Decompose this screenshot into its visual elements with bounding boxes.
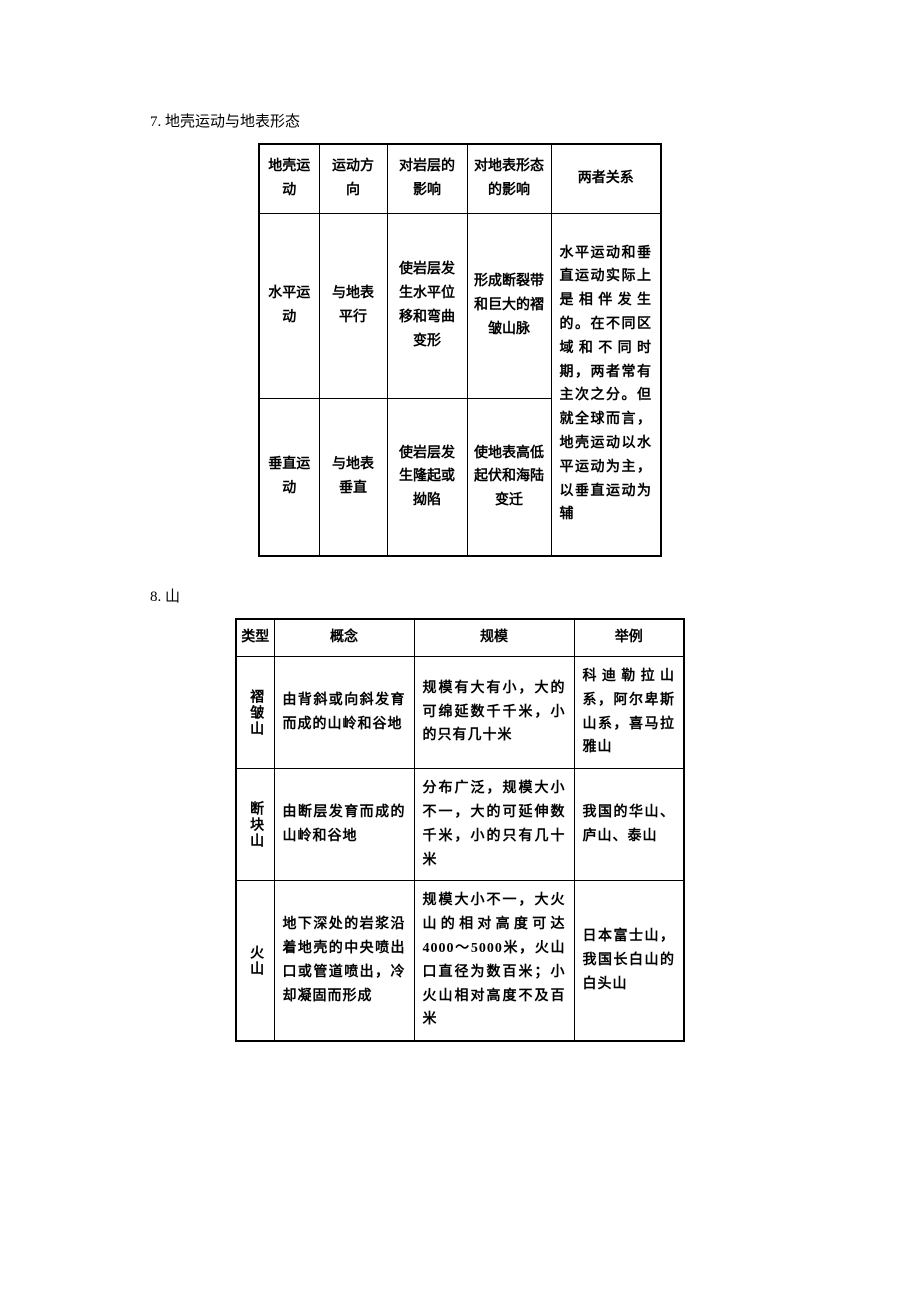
mountain-type-table: 类型 概念 规模 举例 褶皱山 由背斜或向斜发育而成的山岭和谷地 规模有大有小，… xyxy=(235,618,685,1042)
cell: 使岩层发生水平位移和弯曲变形 xyxy=(387,213,467,399)
cell: 垂直运动 xyxy=(259,399,319,556)
section-7-heading: 7. 地壳运动与地表形态 xyxy=(150,110,780,131)
cell: 使地表高低起伏和海陆变迁 xyxy=(467,399,551,556)
cell: 与地表平行 xyxy=(319,213,387,399)
col-h1: 类型 xyxy=(236,619,274,656)
crustal-movement-table: 地壳运动 运动方向 对岩层的影响 对地表形态的影响 两者关系 水平运动 与地表平… xyxy=(258,143,662,557)
table-row: 水平运动 与地表平行 使岩层发生水平位移和弯曲变形 形成断裂带和巨大的褶皱山脉 … xyxy=(259,213,661,399)
example-cell: 日本富士山，我国长白山的白头山 xyxy=(574,881,684,1041)
col-h5: 两者关系 xyxy=(551,144,661,213)
section-7-number: 7. xyxy=(150,114,161,130)
table-header-row: 地壳运动 运动方向 对岩层的影响 对地表形态的影响 两者关系 xyxy=(259,144,661,213)
table-header-row: 类型 概念 规模 举例 xyxy=(236,619,684,656)
col-h4: 举例 xyxy=(574,619,684,656)
section-8-number: 8. xyxy=(150,589,161,605)
col-h4: 对地表形态的影响 xyxy=(467,144,551,213)
merged-relation-cell: 水平运动和垂直运动实际上是相伴发生的。在不同区域和不同时期，两者常有主次之分。但… xyxy=(551,213,661,556)
table-8-wrap: 类型 概念 规模 举例 褶皱山 由背斜或向斜发育而成的山岭和谷地 规模有大有小，… xyxy=(140,618,780,1042)
type-cell: 火山 xyxy=(236,881,274,1041)
table-7-wrap: 地壳运动 运动方向 对岩层的影响 对地表形态的影响 两者关系 水平运动 与地表平… xyxy=(140,143,780,557)
cell: 形成断裂带和巨大的褶皱山脉 xyxy=(467,213,551,399)
section-8-title: 山 xyxy=(165,589,180,605)
type-cell: 断块山 xyxy=(236,769,274,881)
scale-cell: 规模有大有小，大的可绵延数千千米，小的只有几十米 xyxy=(414,656,574,768)
concept-cell: 由断层发育而成的山岭和谷地 xyxy=(274,769,414,881)
concept-cell: 地下深处的岩浆沿着地壳的中央喷出口或管道喷出，冷却凝固而形成 xyxy=(274,881,414,1041)
section-7-title: 地壳运动与地表形态 xyxy=(165,114,300,130)
type-cell: 褶皱山 xyxy=(236,656,274,768)
cell: 使岩层发生隆起或拗陷 xyxy=(387,399,467,556)
cell: 水平运动 xyxy=(259,213,319,399)
col-h1: 地壳运动 xyxy=(259,144,319,213)
concept-cell: 由背斜或向斜发育而成的山岭和谷地 xyxy=(274,656,414,768)
example-cell: 科迪勒拉山系，阿尔卑斯山系，喜马拉雅山 xyxy=(574,656,684,768)
col-h2: 运动方向 xyxy=(319,144,387,213)
table-row: 褶皱山 由背斜或向斜发育而成的山岭和谷地 规模有大有小，大的可绵延数千千米，小的… xyxy=(236,656,684,768)
table-row: 火山 地下深处的岩浆沿着地壳的中央喷出口或管道喷出，冷却凝固而形成 规模大小不一… xyxy=(236,881,684,1041)
example-cell: 我国的华山、庐山、泰山 xyxy=(574,769,684,881)
scale-cell: 规模大小不一，大火山的相对高度可达 4000～5000米，火山口直径为数百米；小… xyxy=(414,881,574,1041)
col-h2: 概念 xyxy=(274,619,414,656)
table-row: 断块山 由断层发育而成的山岭和谷地 分布广泛，规模大小不一，大的可延伸数千米，小… xyxy=(236,769,684,881)
cell: 与地表垂直 xyxy=(319,399,387,556)
scale-cell: 分布广泛，规模大小不一，大的可延伸数千米，小的只有几十米 xyxy=(414,769,574,881)
col-h3: 对岩层的影响 xyxy=(387,144,467,213)
col-h3: 规模 xyxy=(414,619,574,656)
section-8-heading: 8. 山 xyxy=(150,585,780,606)
